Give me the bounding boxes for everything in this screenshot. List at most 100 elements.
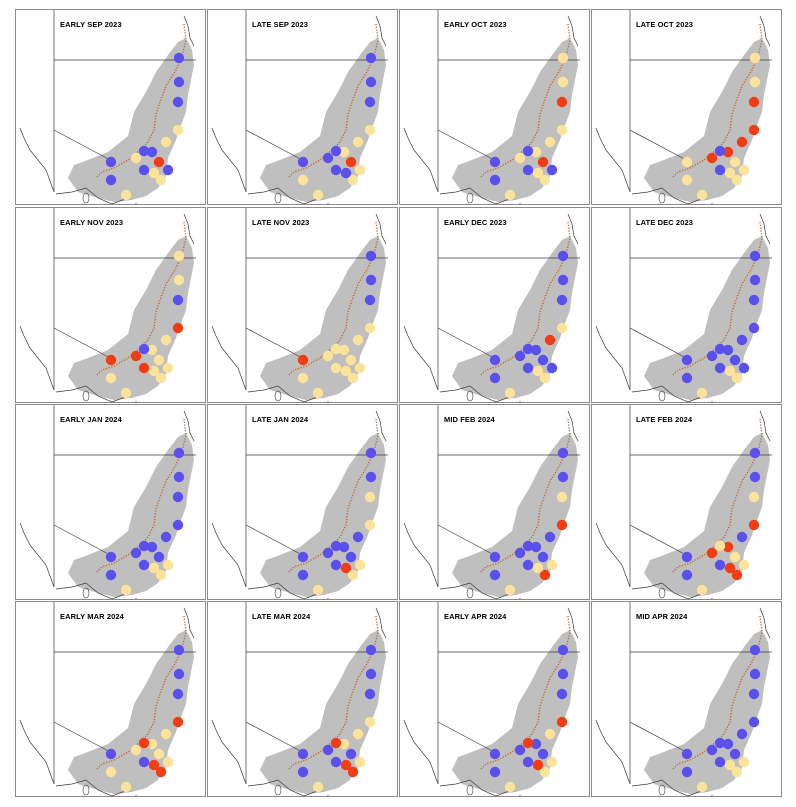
coastline: [19, 127, 55, 193]
site-marker-s10: [522, 362, 534, 374]
islet: [135, 203, 137, 204]
site-marker-s13: [148, 365, 160, 377]
site-marker-s5: [160, 531, 172, 543]
site-marker-s4: [364, 124, 376, 136]
coastline: [183, 607, 195, 639]
site-marker-s16: [312, 189, 324, 201]
region-map: [595, 208, 772, 402]
island: [658, 192, 666, 204]
site-marker-s11: [162, 559, 174, 571]
site-marker-s1: [557, 644, 569, 656]
panel-title: EARLY APR 2024: [444, 612, 507, 621]
site-marker-s2: [749, 76, 761, 88]
site-marker-s6: [722, 344, 734, 356]
site-marker-s8: [706, 350, 718, 362]
site-marker-s3: [364, 688, 376, 700]
site-marker-s13: [340, 562, 352, 574]
site-marker-s11: [354, 756, 366, 768]
migration-route: [287, 615, 379, 771]
site-marker-s10: [522, 559, 534, 571]
island: [658, 784, 666, 796]
site-marker-s6: [338, 344, 350, 356]
coastline: [19, 719, 55, 785]
site-marker-s5: [352, 531, 364, 543]
site-marker-s2: [173, 471, 185, 483]
region-map: [403, 208, 580, 402]
site-marker-s7: [138, 343, 150, 355]
site-marker-s10: [330, 756, 342, 768]
site-marker-s11: [738, 362, 750, 374]
region-map: [211, 602, 388, 796]
coastline: [595, 325, 631, 391]
site-marker-s12: [539, 569, 551, 581]
site-marker-s4: [748, 519, 760, 531]
site-marker-s11: [162, 362, 174, 374]
site-marker-s7: [522, 737, 534, 749]
coastline: [375, 607, 387, 639]
site-marker-s1: [365, 250, 377, 262]
site-marker-s7: [522, 145, 534, 157]
site-marker-s16: [120, 189, 132, 201]
site-marker-s6: [530, 344, 542, 356]
site-marker-s12: [731, 174, 743, 186]
islet: [711, 203, 713, 204]
site-marker-s7: [330, 540, 342, 552]
site-marker-s9: [345, 748, 357, 760]
site-marker-s2: [365, 668, 377, 680]
site-marker-s2: [365, 76, 377, 88]
site-marker-s10: [138, 756, 150, 768]
site-marker-s5: [160, 334, 172, 346]
region-map: [19, 602, 196, 796]
site-marker-s4: [748, 124, 760, 136]
site-marker-s7: [330, 737, 342, 749]
site-marker-s13: [340, 759, 352, 771]
island: [658, 587, 666, 599]
land-area: [452, 630, 578, 794]
site-marker-s8: [130, 547, 142, 559]
site-marker-s6: [338, 541, 350, 553]
site-marker-s4: [172, 716, 184, 728]
site-marker-s16: [504, 781, 516, 793]
site-marker-s14: [297, 551, 309, 563]
site-marker-s14: [681, 354, 693, 366]
site-marker-s16: [120, 781, 132, 793]
island: [274, 390, 282, 402]
site-marker-s16: [696, 387, 708, 399]
coastline: [631, 385, 705, 402]
site-marker-s2: [365, 471, 377, 483]
islet: [135, 795, 137, 796]
site-marker-s16: [696, 781, 708, 793]
coastline: [595, 127, 631, 193]
site-marker-s13: [532, 562, 544, 574]
site-marker-s12: [539, 372, 551, 384]
site-marker-s14: [489, 551, 501, 563]
site-marker-s8: [322, 350, 334, 362]
islet: [711, 795, 713, 796]
site-marker-s3: [556, 96, 568, 108]
state-border: [245, 721, 307, 755]
site-marker-s7: [714, 737, 726, 749]
site-marker-s12: [731, 766, 743, 778]
panel-title: EARLY JAN 2024: [60, 415, 122, 424]
state-border: [245, 129, 307, 163]
panel-title: LATE DEC 2023: [636, 218, 694, 227]
site-marker-s11: [738, 559, 750, 571]
coastline: [375, 15, 387, 47]
land-area: [644, 38, 770, 202]
site-marker-s7: [714, 343, 726, 355]
site-marker-s15: [489, 569, 501, 581]
migration-route: [95, 221, 187, 377]
site-marker-s4: [172, 124, 184, 136]
site-marker-s2: [749, 471, 761, 483]
site-marker-s2: [173, 76, 185, 88]
site-marker-s5: [736, 728, 748, 740]
map-panel: EARLY APR 2024: [399, 601, 590, 797]
site-marker-s15: [681, 569, 693, 581]
island: [82, 587, 90, 599]
panel-title: EARLY DEC 2023: [444, 218, 507, 227]
state-border: [437, 129, 499, 163]
site-marker-s10: [714, 164, 726, 176]
site-marker-s11: [162, 164, 174, 176]
site-marker-s5: [736, 531, 748, 543]
